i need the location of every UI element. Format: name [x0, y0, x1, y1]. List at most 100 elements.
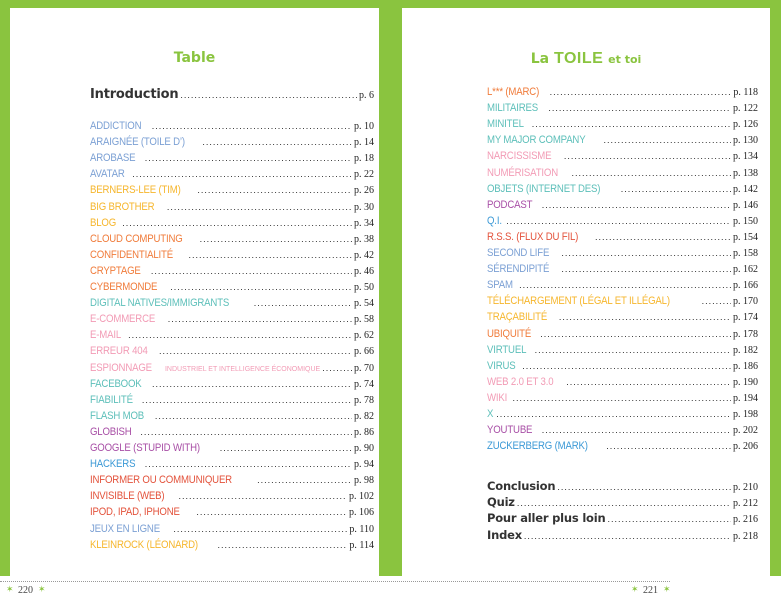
toc-entry[interactable]: Addiction p. 10: [90, 118, 374, 134]
leader-dots: [151, 263, 352, 279]
toc-entry[interactable]: Blog p. 34: [90, 215, 374, 231]
toc-entry[interactable]: Google (stupid with) p. 90: [90, 440, 374, 456]
toc-entry[interactable]: Militaires p. 122: [487, 100, 758, 116]
leader-dots: [550, 84, 732, 100]
toc-entry-label: YouTube: [487, 424, 533, 437]
toc-entry-label: Traçabilité: [487, 311, 548, 324]
leader-dots: [155, 408, 352, 424]
toc-entry[interactable]: Invisible (web) p. 102: [90, 488, 374, 504]
toc-entry[interactable]: Big Brother p. 30: [90, 199, 374, 215]
toc-entry[interactable]: Cryptage p. 46: [90, 263, 374, 279]
toc-entry-label: My Major Company: [487, 134, 586, 147]
leader-dots: [322, 360, 352, 376]
toc-entry-label: Web 2.0 et 3.0: [487, 375, 554, 388]
toc-entry-label: Militaires: [487, 102, 539, 115]
leader-dots: [168, 311, 352, 327]
leader-dots: [159, 343, 352, 359]
toc-entry[interactable]: Pour aller plus loin p. 216: [487, 510, 758, 526]
toc-entry-label: Wiki: [487, 391, 508, 404]
toc-entry[interactable]: Xp. 198: [487, 406, 758, 422]
toc-entry-label: Confidentialité: [90, 248, 173, 261]
toc-entry[interactable]: Objets (internet des) p. 142: [487, 181, 758, 197]
leader-dots: [132, 166, 352, 182]
toc-entry[interactable]: Espionnage industriel et intelligence éco…: [90, 360, 374, 376]
toc-entry[interactable]: iPod, iPad, iPhone p. 106: [90, 504, 374, 520]
toc-entry[interactable]: Sérendipité p. 162: [487, 261, 758, 277]
toc-entry-label: Pour aller plus loin: [487, 511, 606, 526]
toc-entry[interactable]: Avatar p. 22: [90, 166, 374, 182]
toc-entry[interactable]: Berners-Lee (Tim) p. 26: [90, 182, 374, 198]
toc-entry[interactable]: Confidentialité p. 42: [90, 247, 374, 263]
toc-entry[interactable]: E-commerce p. 58: [90, 311, 374, 327]
toc-entry-page: p. 18: [354, 153, 374, 165]
toc-entry[interactable]: Podcast p. 146: [487, 197, 758, 213]
toc-entry[interactable]: Facebook p. 74: [90, 376, 374, 392]
toc-entry[interactable]: R.S.S. (flux du fil) p. 154: [487, 229, 758, 245]
toc-entry[interactable]: Second Life p. 158: [487, 245, 758, 261]
leader-dots: [519, 277, 731, 293]
toc-entry-page: p. 202: [733, 425, 758, 437]
toc-entry-page: p. 166: [733, 280, 758, 292]
leader-dots: [561, 245, 731, 261]
toc-entry[interactable]: Fiabilité p. 78: [90, 392, 374, 408]
toc-entry[interactable]: Virus p. 186: [487, 358, 758, 374]
toc-entry[interactable]: Spam p. 166: [487, 277, 758, 293]
toc-entry[interactable]: Cloud computing p. 38: [90, 231, 374, 247]
left-page: Table Introduction p. 6 Addiction p. 10 Ar…: [10, 8, 379, 576]
toc-entry[interactable]: Arobase p. 18: [90, 150, 374, 166]
toc-entry-page: p. 58: [354, 314, 374, 326]
leader-dots: [254, 295, 352, 311]
toc-entry-page: p. 50: [354, 282, 374, 293]
toc-entry[interactable]: Conclusion p. 210: [487, 478, 758, 494]
toc-entry[interactable]: Flash mob p. 82: [90, 408, 374, 424]
toc-entry[interactable]: Téléchargement (légal et illégal) p. 170: [487, 293, 758, 309]
toc-entry-page: p. 194: [733, 392, 758, 404]
leader-dots: [517, 495, 731, 511]
toc-entry[interactable]: Kleinrock (Léonard) p. 114: [90, 537, 374, 553]
toc-entry[interactable]: Erreur 404 p. 66: [90, 343, 374, 359]
leader-dots: [535, 342, 731, 358]
leader-dots: [496, 406, 731, 422]
toc-entry-introduction[interactable]: Introduction p. 6: [90, 86, 374, 104]
leader-dots: [540, 326, 731, 342]
toc-entry[interactable]: L*** (Marc) p. 118: [487, 84, 758, 100]
leader-dots: [561, 261, 731, 277]
toc-entry[interactable]: E-mail p. 62: [90, 327, 374, 343]
toc-entry[interactable]: Jeux en ligne p. 110: [90, 521, 374, 537]
toc-entry[interactable]: Cybermonde p. 50: [90, 279, 374, 295]
toc-entry-page: p. 186: [733, 360, 758, 372]
toc-entry-page: p. 82: [354, 410, 374, 422]
toc-entry-page: p. 118: [733, 87, 758, 98]
toc-entry[interactable]: Q.I. p. 150: [487, 213, 758, 229]
toc-entry[interactable]: Wiki p. 194: [487, 390, 758, 406]
leader-dots: [542, 422, 731, 438]
toc-entry[interactable]: Web 2.0 et 3.0 p. 190: [487, 374, 758, 390]
toc-entry-label: Digital natives/immigrants: [90, 297, 230, 310]
toc-entry-page: p. 178: [733, 328, 758, 340]
toc-entry[interactable]: Digital natives/immigrants p. 54: [90, 295, 374, 311]
toc-entry[interactable]: Ubiquité p. 178: [487, 326, 758, 342]
toc-entry[interactable]: Quiz p. 212: [487, 494, 758, 510]
toc-entry[interactable]: Hackers p. 94: [90, 456, 374, 472]
leader-dots: [152, 118, 352, 134]
toc-entry-page: p. 182: [733, 344, 758, 356]
toc-entry-page: p. 114: [349, 539, 374, 551]
toc-entry[interactable]: Virtuel p. 182: [487, 342, 758, 358]
toc-entry[interactable]: Zuckerberg (Mark) p. 206: [487, 438, 758, 454]
toc-entry[interactable]: Minitel p. 126: [487, 116, 758, 132]
toc-entry[interactable]: Globish p. 86: [90, 424, 374, 440]
toc-entry[interactable]: Araignée (toile d’) p. 14: [90, 134, 374, 150]
toc-entry[interactable]: Narcissisme p. 134: [487, 148, 758, 164]
toc-entry-label: Introduction: [90, 87, 179, 102]
toc-entry[interactable]: My Major Company p. 130: [487, 132, 758, 148]
toc-entry-page: p. 22: [354, 169, 374, 181]
toc-entry[interactable]: Index p. 218: [487, 527, 758, 543]
toc-entry[interactable]: Traçabilité p. 174: [487, 309, 758, 325]
toc-entry[interactable]: Informer ou communiquer p. 98: [90, 472, 374, 488]
toc-entry[interactable]: Numérisation p. 138: [487, 165, 758, 181]
leader-dots: [524, 528, 731, 544]
toc-entry-label: Informer ou communiquer: [90, 474, 232, 487]
leader-dots: [606, 438, 731, 454]
toc-entry-page: p. 98: [354, 475, 374, 487]
toc-entry[interactable]: YouTube p. 202: [487, 422, 758, 438]
